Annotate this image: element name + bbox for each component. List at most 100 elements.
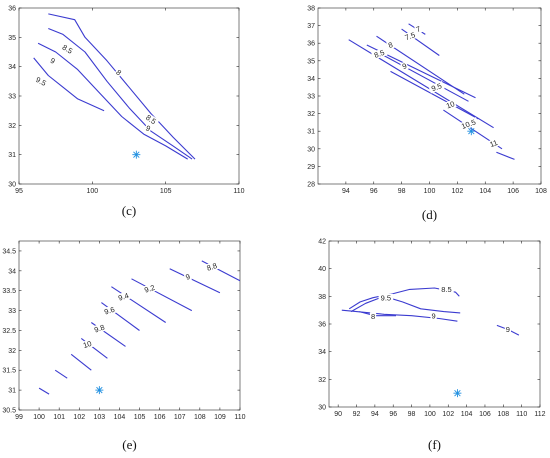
x-tick-label: 100 (424, 188, 436, 195)
contour-label-group: 9.5 (428, 80, 445, 94)
y-tick-label: 31 (307, 129, 315, 136)
y-tick-label: 31 (8, 152, 16, 159)
x-tick-label: 108 (194, 414, 206, 421)
x-tick-label: 90 (334, 411, 342, 418)
marker-stroke (468, 128, 475, 135)
x-tick-label: 112 (534, 411, 545, 418)
contour-label-bg (81, 338, 94, 350)
y-tick-label: 29 (307, 164, 315, 171)
x-tick-label: 110 (516, 411, 527, 418)
y-tick-label: 38 (307, 6, 315, 13)
y-tick-label: 31.5 (2, 368, 16, 375)
contour-line-11 (496, 151, 515, 160)
contour-label: 9.2 (143, 283, 156, 295)
contour-label-bg (115, 290, 132, 303)
contour-label-group: 9 (143, 123, 153, 133)
y-tick-label: 42 (318, 239, 326, 246)
y-tick-label: 30 (318, 405, 326, 412)
x-tick-label: 99 (15, 414, 23, 421)
contour-label-group: 10 (444, 99, 457, 111)
contour-label: 9 (184, 272, 191, 282)
contour-label-group: 8 (369, 312, 377, 321)
y-tick-label: 33 (8, 308, 16, 315)
marker-stroke (133, 151, 140, 158)
contour-label-bg (101, 304, 118, 317)
panel-e: 99 100 101 102 103 104 105 106 107 108 109 11030.53… (2, 240, 246, 452)
x-tick-label: 92 (353, 411, 361, 418)
x-tick-label: 106 (507, 188, 519, 195)
contour-label: 7.5 (404, 30, 417, 42)
contour-label: 7 (415, 24, 422, 34)
contour-label-bg (458, 117, 479, 132)
x-tick-label: 105 (160, 188, 172, 195)
contour-line-10 (390, 70, 479, 120)
contour-label-bg (32, 74, 50, 89)
contour-line-9 (169, 268, 221, 294)
x-tick-label: 95 (15, 188, 23, 195)
contour-label-group: 7 (414, 24, 423, 34)
contour-line-8.5 (48, 27, 193, 160)
contour-label-bg (401, 29, 419, 43)
contour-label-group: 8 (386, 40, 395, 50)
contour-label: 9.4 (117, 291, 130, 303)
contour-label-bg (439, 285, 454, 294)
contour-label: 9.5 (381, 293, 391, 302)
location-marker (453, 389, 462, 398)
contour-label-bg (141, 282, 158, 295)
y-tick-label: 30.5 (2, 408, 16, 415)
contour-label-group: 8.5 (439, 285, 454, 294)
contour-lines (33, 13, 196, 160)
x-tick-label: 107 (174, 414, 186, 421)
x-tick-label: 94 (371, 411, 379, 418)
x-tick-label: 102 (73, 414, 85, 421)
contour-label-group: 11 (487, 137, 500, 150)
y-tick-label: 34 (307, 76, 315, 83)
y-tick-label: 34.5 (2, 248, 16, 255)
y-tick-label: 32 (8, 348, 16, 355)
y-tick-label: 34 (8, 64, 16, 71)
x-tick-label: 110 (234, 414, 245, 421)
x-tick-label: 102 (452, 188, 464, 195)
contour-label: 8 (387, 40, 394, 50)
location-marker (132, 150, 141, 159)
contour-label-bg (430, 311, 437, 320)
x-tick-label: 100 (33, 414, 45, 421)
contour-label: 8 (371, 312, 375, 321)
contour-label-bg (378, 293, 394, 302)
contour-label-group: 9 (400, 61, 409, 71)
contour-line-9.5 (33, 57, 105, 112)
contour-label-group: 9 (430, 311, 437, 320)
x-tick-label: 102 (442, 411, 454, 418)
x-tick-label: 104 (461, 411, 473, 418)
contour-label-group: 9.4 (115, 290, 132, 303)
marker-stroke (454, 389, 461, 397)
contour-label: 9 (401, 61, 408, 71)
contour-label-bg (487, 137, 500, 150)
contour-label-group: 9 (48, 55, 58, 66)
location-marker (95, 386, 104, 395)
contour-line-10.4 (54, 369, 68, 379)
x-tick-label: 108 (535, 188, 547, 195)
contour-label-group: 8.5 (371, 47, 388, 61)
contour-label-bg (400, 61, 409, 71)
marker-stroke (96, 386, 103, 394)
contour-label: 9.6 (103, 305, 116, 317)
contour-label: 8 (114, 68, 123, 78)
contour-label-bg (203, 260, 221, 273)
contour-label: 9.8 (93, 323, 106, 335)
y-tick-label: 35 (8, 35, 16, 42)
contour-label-group: 9.5 (378, 293, 394, 302)
y-tick-label: 36 (8, 6, 16, 13)
y-tick-label: 33 (8, 94, 16, 101)
contour-line-9 (37, 42, 188, 160)
panel-caption: (d) (422, 207, 437, 222)
y-tick-label: 34 (8, 268, 16, 275)
y-tick-label: 31 (8, 388, 16, 395)
y-tick-label: 36 (318, 322, 326, 329)
contour-label-bg (369, 312, 377, 321)
contour-label-group: 9.2 (141, 282, 158, 295)
contour-label-bg (504, 325, 511, 334)
location-marker (467, 127, 476, 136)
